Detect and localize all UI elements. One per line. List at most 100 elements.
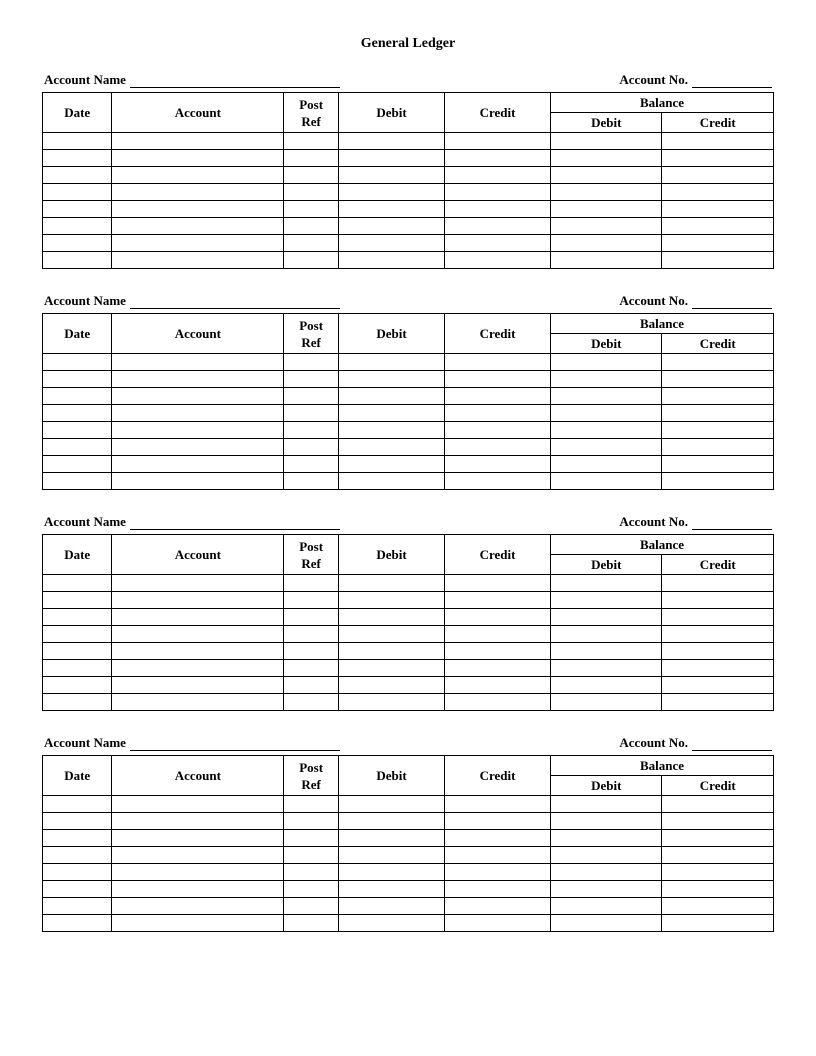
cell-credit[interactable] xyxy=(445,796,551,813)
cell-date[interactable] xyxy=(43,405,112,422)
cell-post-ref[interactable] xyxy=(284,201,339,218)
cell-account[interactable] xyxy=(112,609,284,626)
cell-credit[interactable] xyxy=(445,847,551,864)
cell-account[interactable] xyxy=(112,643,284,660)
cell-credit[interactable] xyxy=(445,201,551,218)
cell-account[interactable] xyxy=(112,405,284,422)
cell-bal-credit[interactable] xyxy=(662,201,774,218)
cell-account[interactable] xyxy=(112,830,284,847)
cell-debit[interactable] xyxy=(339,388,445,405)
cell-bal-debit[interactable] xyxy=(551,439,662,456)
cell-debit[interactable] xyxy=(339,184,445,201)
cell-bal-debit[interactable] xyxy=(551,881,662,898)
cell-bal-debit[interactable] xyxy=(551,133,662,150)
cell-account[interactable] xyxy=(112,184,284,201)
cell-account[interactable] xyxy=(112,473,284,490)
cell-bal-credit[interactable] xyxy=(662,575,774,592)
cell-account[interactable] xyxy=(112,847,284,864)
cell-post-ref[interactable] xyxy=(284,881,339,898)
cell-bal-credit[interactable] xyxy=(662,150,774,167)
cell-debit[interactable] xyxy=(339,643,445,660)
cell-date[interactable] xyxy=(43,235,112,252)
cell-date[interactable] xyxy=(43,354,112,371)
cell-bal-debit[interactable] xyxy=(551,405,662,422)
cell-account[interactable] xyxy=(112,235,284,252)
cell-bal-debit[interactable] xyxy=(551,626,662,643)
cell-bal-credit[interactable] xyxy=(662,660,774,677)
cell-bal-credit[interactable] xyxy=(662,915,774,932)
cell-bal-debit[interactable] xyxy=(551,609,662,626)
cell-account[interactable] xyxy=(112,677,284,694)
cell-date[interactable] xyxy=(43,371,112,388)
cell-debit[interactable] xyxy=(339,473,445,490)
cell-post-ref[interactable] xyxy=(284,609,339,626)
cell-debit[interactable] xyxy=(339,796,445,813)
cell-post-ref[interactable] xyxy=(284,660,339,677)
cell-post-ref[interactable] xyxy=(284,847,339,864)
cell-post-ref[interactable] xyxy=(284,150,339,167)
cell-debit[interactable] xyxy=(339,898,445,915)
account-name-field[interactable] xyxy=(130,74,340,88)
cell-bal-credit[interactable] xyxy=(662,694,774,711)
account-name-field[interactable] xyxy=(130,295,340,309)
cell-post-ref[interactable] xyxy=(284,915,339,932)
account-no-field[interactable] xyxy=(692,74,772,88)
cell-post-ref[interactable] xyxy=(284,796,339,813)
cell-credit[interactable] xyxy=(445,813,551,830)
cell-account[interactable] xyxy=(112,898,284,915)
cell-debit[interactable] xyxy=(339,881,445,898)
cell-bal-credit[interactable] xyxy=(662,898,774,915)
cell-bal-debit[interactable] xyxy=(551,354,662,371)
cell-post-ref[interactable] xyxy=(284,592,339,609)
cell-credit[interactable] xyxy=(445,592,551,609)
cell-credit[interactable] xyxy=(445,575,551,592)
cell-bal-credit[interactable] xyxy=(662,592,774,609)
cell-account[interactable] xyxy=(112,456,284,473)
cell-account[interactable] xyxy=(112,575,284,592)
cell-bal-credit[interactable] xyxy=(662,643,774,660)
account-name-field[interactable] xyxy=(130,737,340,751)
cell-bal-debit[interactable] xyxy=(551,422,662,439)
cell-date[interactable] xyxy=(43,694,112,711)
cell-account[interactable] xyxy=(112,201,284,218)
cell-bal-credit[interactable] xyxy=(662,796,774,813)
cell-bal-credit[interactable] xyxy=(662,677,774,694)
cell-credit[interactable] xyxy=(445,167,551,184)
cell-credit[interactable] xyxy=(445,898,551,915)
cell-account[interactable] xyxy=(112,167,284,184)
cell-bal-debit[interactable] xyxy=(551,796,662,813)
cell-date[interactable] xyxy=(43,201,112,218)
cell-post-ref[interactable] xyxy=(284,677,339,694)
cell-debit[interactable] xyxy=(339,830,445,847)
cell-date[interactable] xyxy=(43,439,112,456)
cell-account[interactable] xyxy=(112,626,284,643)
cell-credit[interactable] xyxy=(445,235,551,252)
cell-post-ref[interactable] xyxy=(284,830,339,847)
cell-credit[interactable] xyxy=(445,609,551,626)
cell-credit[interactable] xyxy=(445,881,551,898)
cell-post-ref[interactable] xyxy=(284,473,339,490)
cell-debit[interactable] xyxy=(339,218,445,235)
cell-bal-credit[interactable] xyxy=(662,881,774,898)
cell-date[interactable] xyxy=(43,677,112,694)
cell-date[interactable] xyxy=(43,422,112,439)
cell-account[interactable] xyxy=(112,881,284,898)
cell-credit[interactable] xyxy=(445,184,551,201)
cell-debit[interactable] xyxy=(339,813,445,830)
cell-bal-credit[interactable] xyxy=(662,847,774,864)
cell-credit[interactable] xyxy=(445,473,551,490)
cell-bal-credit[interactable] xyxy=(662,473,774,490)
cell-bal-credit[interactable] xyxy=(662,235,774,252)
cell-account[interactable] xyxy=(112,150,284,167)
cell-bal-credit[interactable] xyxy=(662,456,774,473)
cell-bal-debit[interactable] xyxy=(551,371,662,388)
cell-date[interactable] xyxy=(43,218,112,235)
cell-date[interactable] xyxy=(43,915,112,932)
cell-account[interactable] xyxy=(112,439,284,456)
cell-account[interactable] xyxy=(112,796,284,813)
cell-post-ref[interactable] xyxy=(284,218,339,235)
cell-date[interactable] xyxy=(43,609,112,626)
cell-post-ref[interactable] xyxy=(284,864,339,881)
cell-bal-credit[interactable] xyxy=(662,184,774,201)
cell-debit[interactable] xyxy=(339,422,445,439)
